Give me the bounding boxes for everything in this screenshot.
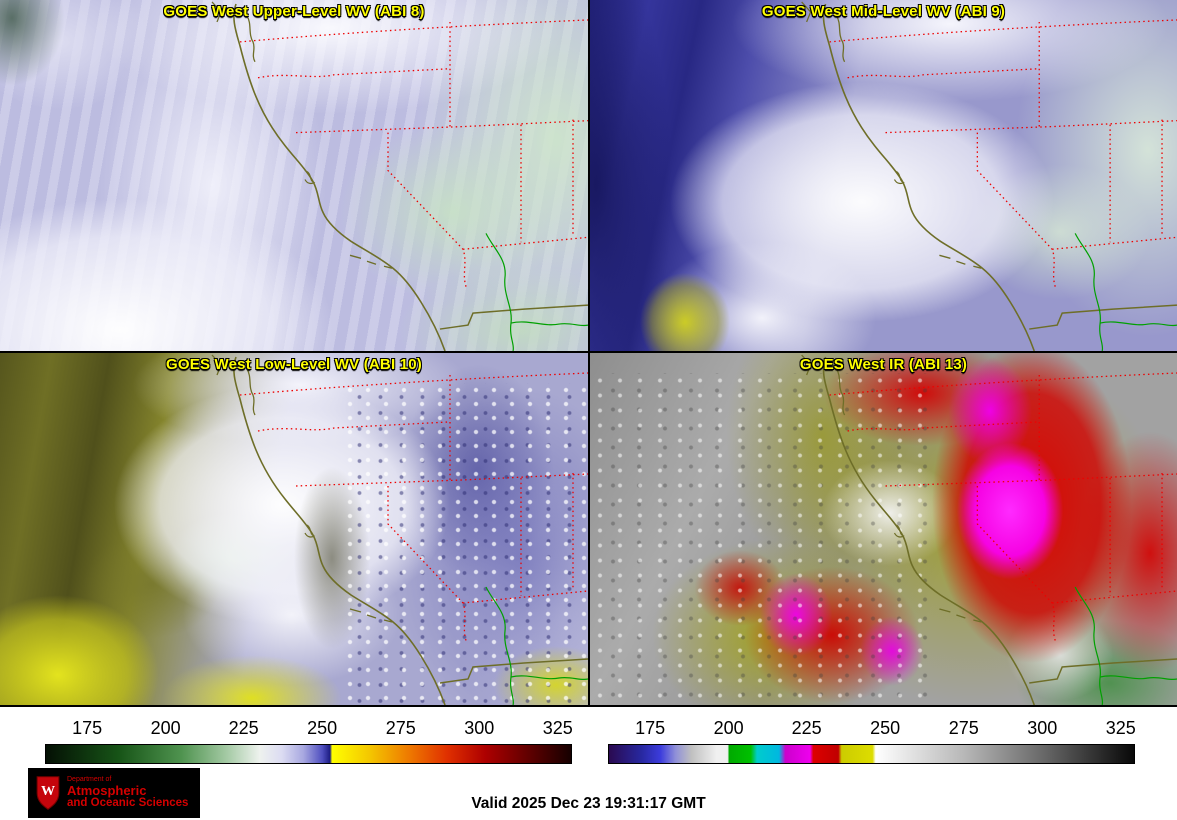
map-overlay [800, 1, 1177, 351]
wv-colorbar-gradient [45, 744, 572, 764]
panel-mid-level-wv: GOES West Mid-Level WV (ABI 9) [590, 0, 1177, 351]
logo-line-2: Atmospheric [67, 782, 147, 798]
wv-colorbar: 175 200 225 250 275 300 325 [45, 711, 573, 764]
map-overlay [800, 354, 1177, 705]
logo-line-1: Department of [67, 776, 112, 784]
panel-upper-level-wv: GOES West Upper-Level WV (ABI 8) [0, 0, 588, 351]
panel-title: GOES West IR (ABI 13) [799, 356, 968, 373]
ir-colorbar: 175 200 225 250 275 300 325 [608, 711, 1136, 764]
colorbar-tick: 200 [150, 718, 181, 738]
svg-text:W: W [41, 783, 55, 799]
colorbar-tick: 200 [713, 718, 744, 738]
wv-colorbar-ticks: 175 200 225 250 275 300 325 [45, 711, 573, 744]
colorbar-tick: 300 [464, 718, 495, 738]
colorbar-tick: 225 [228, 718, 259, 738]
logo-text: Department of Atmospheric and Oceanic Sc… [67, 776, 188, 809]
panel-title: GOES West Low-Level WV (ABI 10) [166, 356, 422, 373]
uw-crest-icon: W [36, 776, 60, 810]
panel-ir: GOES West IR (ABI 13) [590, 353, 1177, 705]
panel-title: GOES West Mid-Level WV (ABI 9) [761, 3, 1006, 20]
colorbar-tick: 225 [791, 718, 822, 738]
footer: W Department of Atmospheric and Oceanic … [0, 764, 1177, 820]
aos-department-logo: W Department of Atmospheric and Oceanic … [28, 768, 201, 818]
ir-colorbar-gradient [608, 744, 1135, 764]
colorbar-tick: 250 [870, 718, 901, 738]
valid-timestamp: Valid 2025 Dec 23 19:31:17 GMT [471, 795, 706, 812]
colorbar-tick: 250 [307, 718, 338, 738]
colorbar-tick: 175 [72, 718, 103, 738]
map-overlay [211, 354, 588, 705]
colorbar-tick: 275 [385, 718, 416, 738]
colorbar-section: 175 200 225 250 275 300 325 175 200 225 … [0, 707, 1177, 764]
colorbar-tick: 275 [948, 718, 979, 738]
colorbar-tick: 300 [1027, 718, 1058, 738]
map-overlay [211, 1, 588, 351]
panel-grid: GOES West Upper-Level WV (ABI 8) GOES We… [0, 0, 1177, 707]
panel-low-level-wv: GOES West Low-Level WV (ABI 10) [0, 353, 588, 705]
colorbar-tick: 325 [1105, 718, 1136, 738]
colorbar-tick: 325 [542, 718, 573, 738]
ir-colorbar-ticks: 175 200 225 250 275 300 325 [608, 711, 1136, 744]
panel-title: GOES West Upper-Level WV (ABI 8) [163, 3, 425, 20]
colorbar-tick: 175 [635, 718, 666, 738]
logo-line-3: and Oceanic Sciences [67, 797, 189, 810]
